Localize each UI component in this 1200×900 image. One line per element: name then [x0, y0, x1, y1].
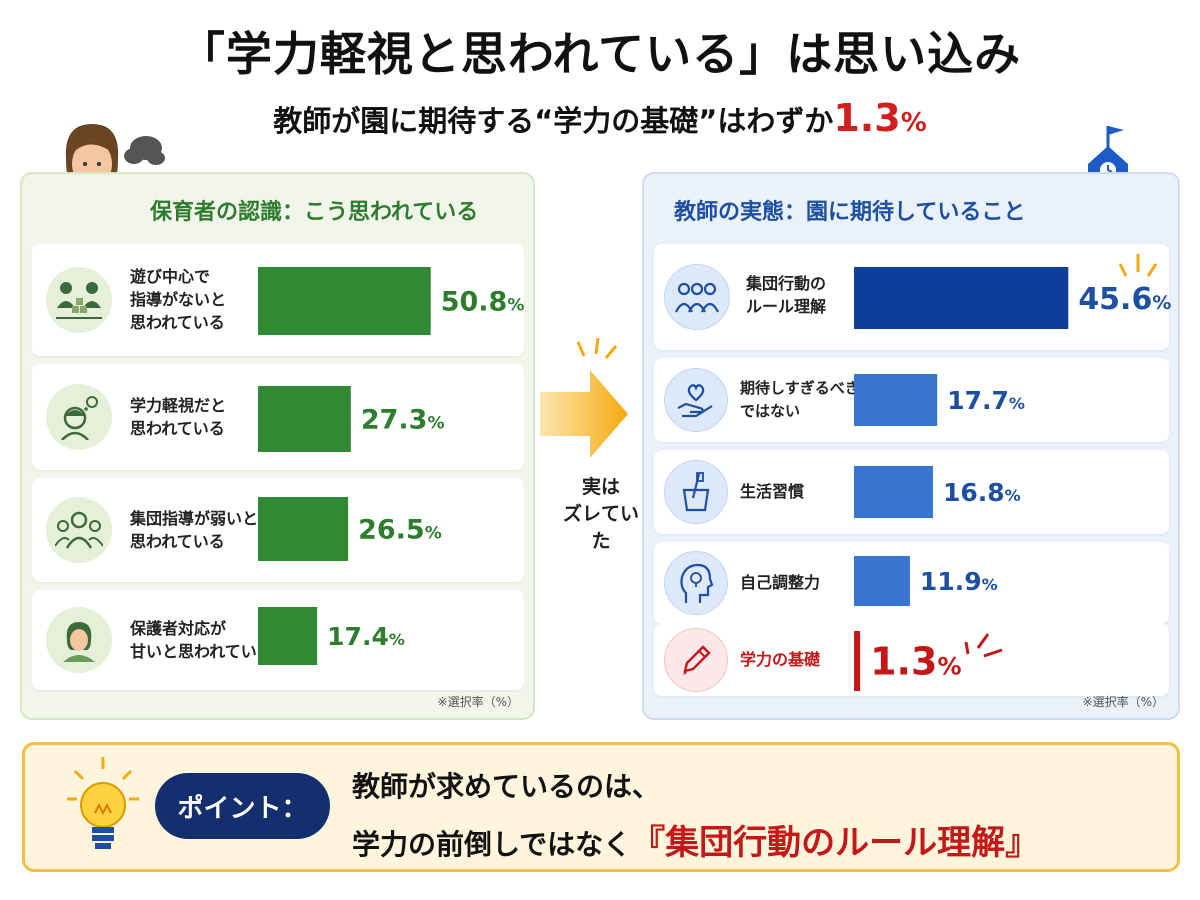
point-line-2: 学力の前倒しではなく『集団行動のルール理解』	[352, 815, 1039, 864]
teacher-label: 期待しすぎるべき ではない	[740, 379, 860, 420]
teacher-row: 自己調整力	[654, 542, 1169, 624]
point-line-2-prefix: 学力の前倒しではなく	[352, 828, 632, 861]
perception-label: 学力軽視だと 思われている	[130, 396, 227, 438]
bar-4	[854, 556, 910, 606]
perception-label: 集団指導が弱いと 思われている	[130, 509, 259, 551]
value-label-4: 17.4%	[327, 622, 405, 651]
bar-4	[258, 607, 318, 665]
heart-hand-icon	[664, 368, 728, 432]
arrow-label: 実は ズレていた	[562, 476, 639, 552]
bar-5	[854, 631, 861, 691]
perception-note: ※選択率（%）	[437, 695, 519, 709]
point-line-1: 教師が求めているのは、	[352, 770, 661, 803]
parent-icon	[46, 607, 112, 673]
perception-bars: 50.8% 27.3% 26.5% 17.4%	[258, 267, 525, 665]
value-label-3: 26.5%	[358, 515, 442, 546]
point-box: ポイント： 教師が求めているのは、 学力の前倒しではなく『集団行動のルール理解』	[22, 742, 1180, 872]
teacher-label: 生活習慣	[740, 482, 805, 501]
teacher-row: 生活習慣	[654, 450, 1169, 534]
value-label-4: 11.9%	[920, 567, 998, 596]
perception-label: 遊び中心で 指導がないと 思われている	[130, 267, 227, 332]
thinking-child-icon	[46, 384, 112, 450]
teacher-row: 学力の基礎	[654, 624, 1169, 696]
bar-2	[854, 374, 938, 426]
value-label-5: 1.3%	[870, 640, 961, 684]
toothbrush-cup-icon	[664, 460, 728, 524]
value-label-2: 27.3%	[361, 405, 445, 436]
subtitle-highlight: 1.3	[833, 96, 901, 140]
page-subtitle: 教師が園に期待する“学力の基礎”はわずか1.3%	[0, 96, 1200, 140]
value-label-3: 16.8%	[943, 478, 1021, 507]
group-icon	[46, 497, 112, 563]
teacher-note: ※選択率（%）	[1082, 695, 1164, 709]
right-arrow-icon	[540, 337, 628, 458]
lightbulb-icon	[67, 757, 139, 849]
alert-burst-icon	[964, 633, 1003, 658]
teacher-label: 集団行動の ルール理解	[746, 274, 827, 316]
bar-3	[854, 466, 933, 518]
teacher-bars: 45.6% 17.7% 16.8% 11.9% 1.3%	[854, 267, 1171, 691]
teacher-panel: 教師の実態：園に期待していること 集団行動の ルール理解 期待しすぎるべき では…	[642, 172, 1180, 720]
perception-panel-title: 保育者の認識：こう思われている	[150, 200, 479, 225]
point-badge: ポイント：	[155, 773, 330, 839]
subtitle-prefix: 教師が園に期待する“学力の基礎”はわずか	[273, 104, 834, 138]
people-icon	[664, 264, 730, 330]
teacher-label: 自己調整力	[740, 573, 821, 592]
perception-label: 保護者対応が 甘いと思われている	[130, 619, 273, 661]
children-playing-icon	[46, 267, 112, 333]
bar-1	[854, 267, 1069, 329]
value-label-1: 50.8%	[441, 287, 525, 318]
subtitle-unit: %	[900, 108, 927, 138]
highlight-burst-icon	[1118, 254, 1158, 277]
page-title: 「学力軽視と思われている」は思い込み	[178, 27, 1022, 81]
bar-3	[258, 497, 349, 561]
bar-2	[258, 386, 351, 452]
teacher-label: 学力の基礎	[740, 650, 821, 669]
pencil-icon	[664, 628, 728, 692]
bar-1	[258, 267, 431, 335]
teacher-panel-title: 教師の実態：園に期待していること	[674, 200, 1026, 225]
value-label-2: 17.7%	[947, 386, 1025, 415]
head-lightbulb-icon	[664, 551, 728, 615]
value-label-1: 45.6%	[1078, 282, 1171, 317]
point-emphasis: 『集団行動のルール理解』	[631, 823, 1040, 863]
perception-panel: 保育者の認識：こう思われている 遊び中心で 指導がないと 思われている 学力軽視…	[20, 172, 535, 720]
